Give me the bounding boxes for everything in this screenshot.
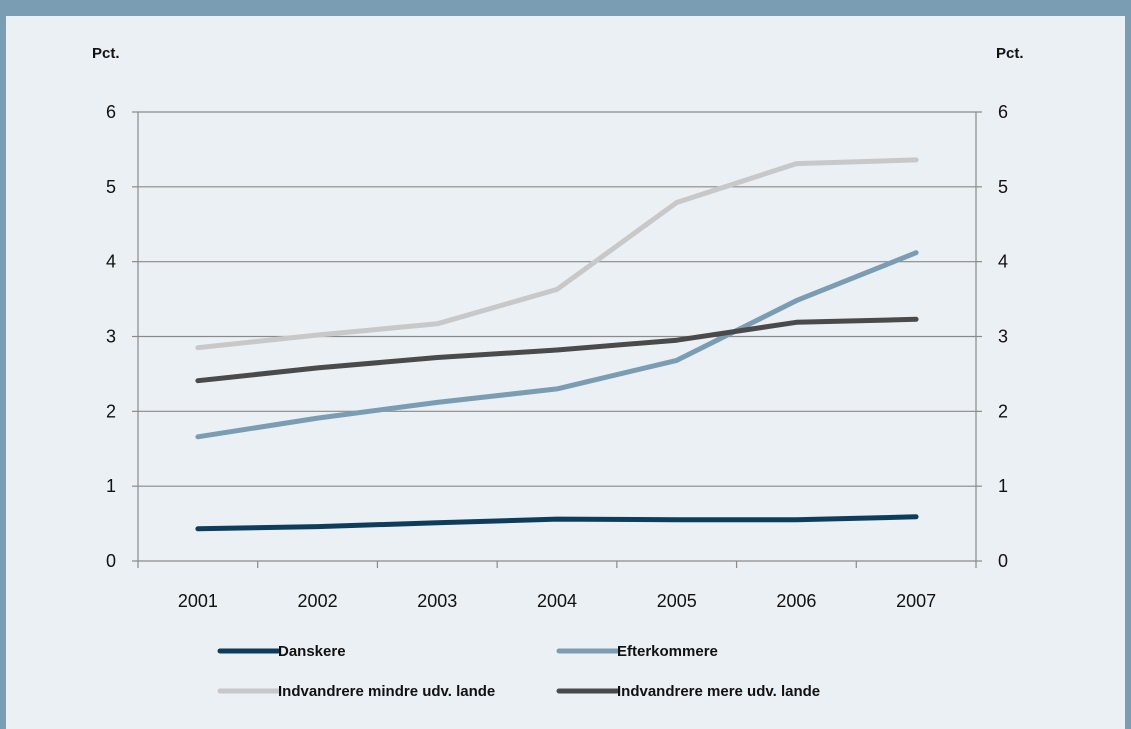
legend-label: Indvandrere mere udv. lande bbox=[617, 683, 820, 700]
y-tick-label-left: 5 bbox=[106, 177, 116, 197]
x-tick-label: 2004 bbox=[537, 591, 577, 611]
series-line-2 bbox=[195, 250, 919, 440]
top-border-strip bbox=[0, 0, 1131, 16]
y-tick-label-left: 6 bbox=[106, 102, 116, 122]
x-tick-label: 2007 bbox=[896, 591, 936, 611]
axes bbox=[132, 111, 982, 568]
y-tick-label-right: 4 bbox=[998, 252, 1008, 272]
x-tick-label: 2001 bbox=[178, 591, 218, 611]
legend-label: Indvandrere mindre udv. lande bbox=[278, 683, 495, 700]
y-axis-right-label: Pct. bbox=[996, 45, 1024, 62]
y-tick-label-left: 1 bbox=[106, 476, 116, 496]
y-tick-label-right: 0 bbox=[998, 551, 1008, 571]
y-tick-label-right: 5 bbox=[998, 177, 1008, 197]
y-axis-right-ticks: 0 1 2 3 4 5 6 bbox=[998, 102, 1008, 571]
gridlines bbox=[138, 111, 976, 487]
series-lines bbox=[195, 157, 919, 532]
x-tick-label: 2002 bbox=[298, 591, 338, 611]
y-tick-label-right: 1 bbox=[998, 476, 1008, 496]
legend: Danskere Efterkommere Indvandrere mindre u… bbox=[217, 643, 820, 700]
y-tick-label-left: 4 bbox=[106, 252, 116, 272]
y-axis-left-label: Pct. bbox=[92, 45, 120, 62]
chart-panel bbox=[6, 16, 1125, 729]
y-axis-left-ticks: 0 1 2 3 4 5 6 bbox=[106, 102, 116, 571]
y-tick-label-right: 3 bbox=[998, 327, 1008, 347]
y-tick-label-right: 2 bbox=[998, 401, 1008, 421]
series-line-1 bbox=[195, 514, 919, 532]
x-tick-label: 2005 bbox=[657, 591, 697, 611]
x-axis-ticks: 2001 2002 2003 2004 2005 2006 2007 bbox=[178, 591, 936, 611]
y-tick-label-left: 3 bbox=[106, 327, 116, 347]
series-line-4 bbox=[195, 316, 919, 384]
x-tick-label: 2006 bbox=[776, 591, 816, 611]
y-tick-label-left: 2 bbox=[106, 401, 116, 421]
y-tick-label-left: 0 bbox=[106, 551, 116, 571]
x-tick-label: 2003 bbox=[417, 591, 457, 611]
legend-label: Danskere bbox=[278, 643, 346, 660]
series-line-3 bbox=[195, 157, 919, 351]
y-tick-label-right: 6 bbox=[998, 102, 1008, 122]
legend-label: Efterkommere bbox=[617, 643, 718, 660]
